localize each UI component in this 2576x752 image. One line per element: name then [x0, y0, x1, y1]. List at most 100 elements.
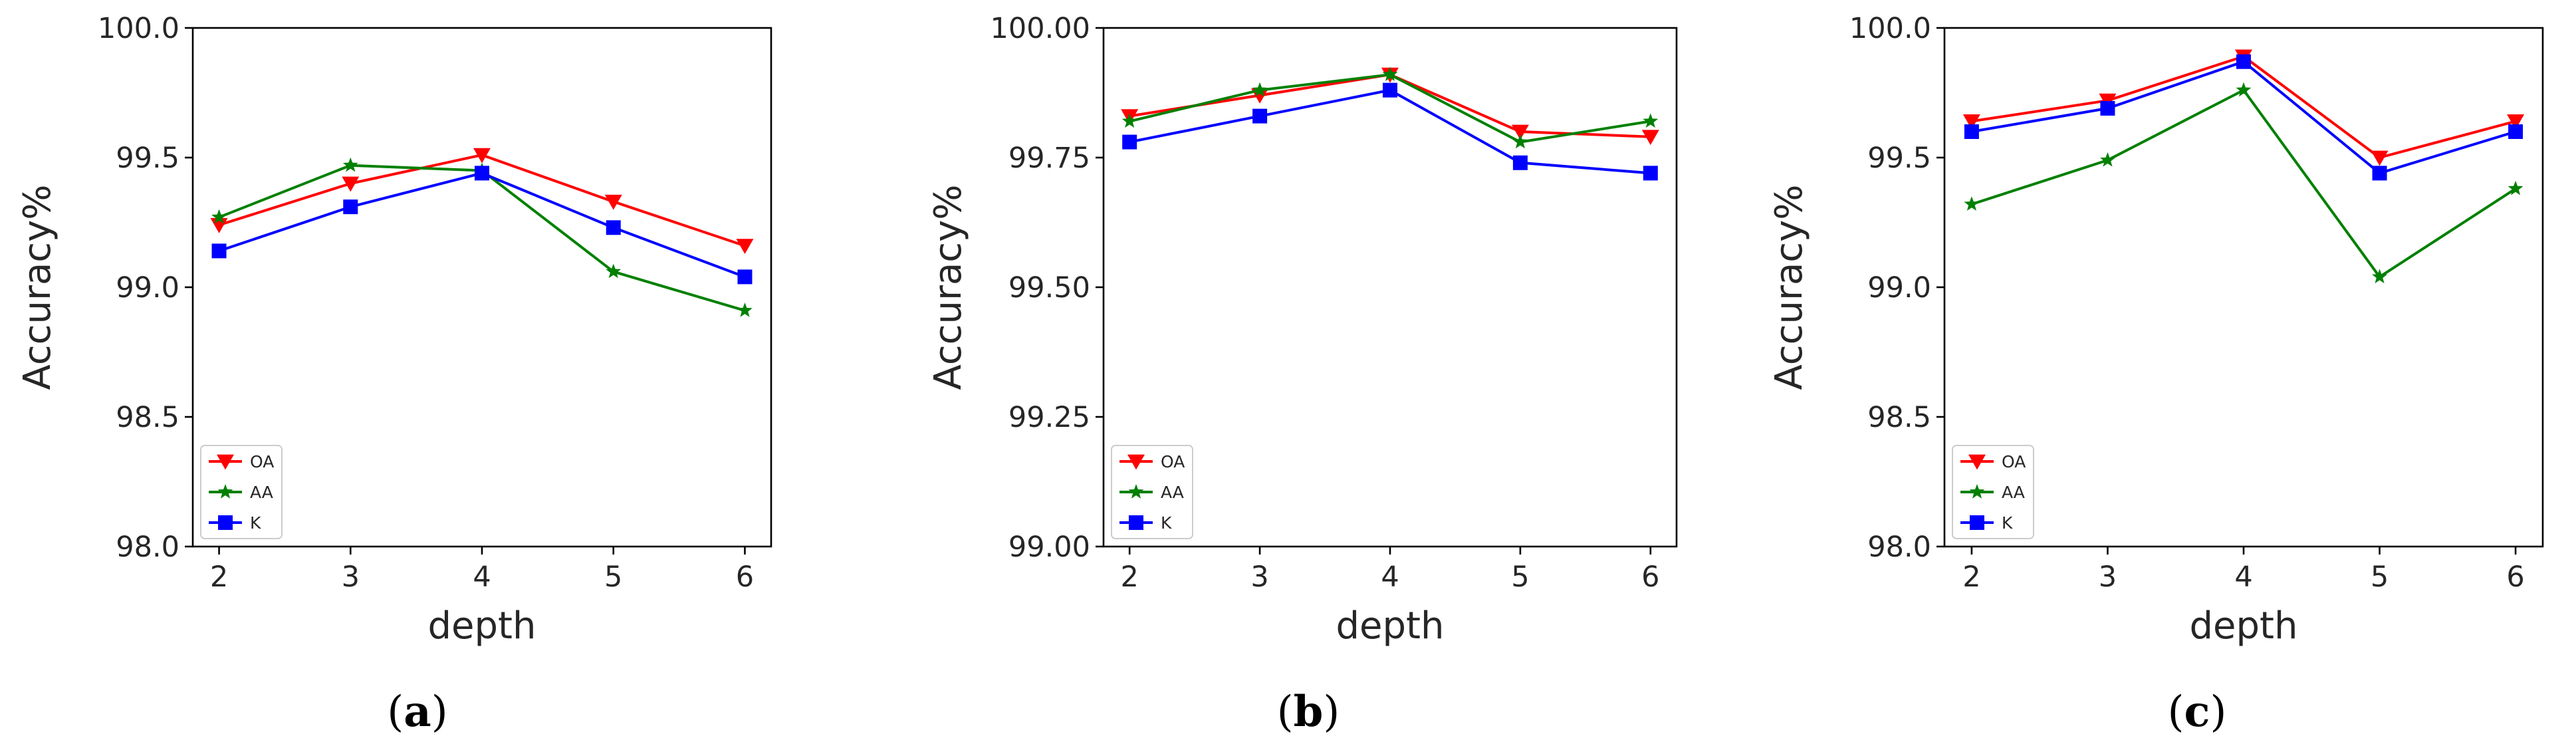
legend: OA AA K — [200, 445, 283, 539]
series-k-point — [2236, 54, 2251, 69]
legend-label: K — [1161, 513, 1172, 533]
x-tick-label: 5 — [1511, 561, 1529, 594]
y-tick-label: 99.5 — [116, 142, 179, 175]
series-k-point — [475, 166, 489, 181]
legend-label: AA — [2002, 483, 2025, 502]
x-tick-label: 3 — [1250, 561, 1268, 594]
x-tick-label: 5 — [604, 561, 622, 594]
series-aa-point — [2236, 82, 2252, 97]
legend-label: OA — [250, 452, 274, 471]
legend-marker — [1128, 484, 1144, 499]
series-aa-point — [342, 157, 358, 172]
series-aa — [211, 157, 753, 317]
series-aa-point — [606, 263, 622, 279]
panel-caption-letter: c — [2184, 687, 2210, 737]
y-tick-label: 98.0 — [116, 531, 179, 564]
series-oa-point — [473, 148, 491, 164]
series-k-point — [2508, 124, 2523, 139]
y-axis-title: Accuracy% — [1768, 185, 1811, 390]
y-tick-label: 99.5 — [1867, 142, 1931, 175]
y-tick-label: 99.50 — [1008, 271, 1090, 305]
series-oa-point — [1962, 114, 1980, 130]
series-oa-point — [736, 239, 754, 254]
panel-caption-letter: a — [404, 687, 431, 737]
panel-caption: (b) — [1277, 687, 1340, 737]
x-tick-label: 6 — [736, 561, 754, 594]
series-aa-point — [2372, 269, 2387, 284]
y-axis-title: Accuracy% — [16, 185, 59, 390]
series-aa-point — [1121, 113, 1137, 128]
legend-marker — [1968, 454, 1986, 470]
series-oa-point — [604, 194, 622, 210]
legend-marker — [217, 484, 233, 499]
series-k-line — [218, 172, 746, 279]
series-k-line — [1971, 60, 2516, 175]
y-tick-label: 98.0 — [1867, 531, 1931, 564]
panel-caption: (a) — [387, 687, 447, 737]
series-k — [1122, 82, 1658, 181]
series-aa-point — [737, 303, 753, 317]
series-aa-point — [1512, 134, 1528, 149]
legend-label: K — [250, 513, 261, 533]
series-k — [211, 166, 753, 285]
x-tick-label: 3 — [342, 561, 360, 594]
x-tick-label: 4 — [1381, 561, 1399, 594]
y-tick-label: 99.00 — [1008, 531, 1090, 564]
series-k-point — [343, 199, 358, 215]
series-k-point — [1122, 134, 1137, 150]
panel-c: 2 3 4 5 6 98.0 98.5 99.0 99.5 100.0 depth Accuracy%… — [1768, 12, 2544, 737]
y-tick-label: 100.0 — [98, 12, 179, 45]
legend-marker — [1127, 454, 1145, 470]
legend-label: OA — [2002, 452, 2026, 471]
x-axis-title: depth — [1336, 604, 1445, 648]
series-k-point — [1643, 166, 1658, 181]
x-axis-title: depth — [428, 604, 536, 648]
x-tick-label: 2 — [210, 561, 228, 594]
series-oa — [210, 148, 754, 254]
series-aa-point — [211, 209, 227, 224]
series-aa-point — [1382, 66, 1398, 81]
y-tick-label: 99.0 — [116, 271, 179, 305]
panel-a: 2 3 4 5 6 98.0 98.5 99.0 99.5 100.0 depth Accuracy%… — [16, 12, 772, 737]
series-oa-point — [1641, 130, 1659, 146]
x-tick-label: 4 — [473, 561, 491, 594]
series-aa-point — [1643, 113, 1659, 128]
y-tick-label: 100.0 — [1849, 12, 1931, 45]
x-tick-label: 5 — [2371, 561, 2389, 594]
y-tick-label: 98.5 — [1867, 401, 1931, 434]
series-aa-point — [1252, 82, 1268, 97]
x-tick-label: 4 — [2234, 561, 2252, 594]
series-oa-point — [210, 218, 228, 233]
x-tick-label: 2 — [1962, 561, 1980, 594]
series-oa-point — [342, 176, 360, 192]
y-tick-label: 99.25 — [1008, 401, 1090, 434]
series-oa-point — [2507, 114, 2525, 130]
series-k-point — [2100, 100, 2115, 116]
legend: OA AA K — [1952, 445, 2034, 539]
y-tick-label: 99.0 — [1867, 271, 1931, 305]
series-k-point — [737, 269, 753, 285]
panel-caption-letter: b — [1294, 687, 1324, 737]
x-tick-label: 3 — [2099, 561, 2117, 594]
series-k-point — [1964, 124, 1979, 139]
series-oa-point — [2371, 150, 2389, 166]
legend-marker — [1969, 484, 1985, 499]
series-oa-line — [1971, 55, 2516, 159]
x-tick-label: 2 — [1121, 561, 1139, 594]
x-tick-label: 6 — [2506, 561, 2524, 594]
series-aa-point — [2508, 180, 2523, 195]
x-tick-label: 6 — [1641, 561, 1659, 594]
legend-label: AA — [1161, 483, 1184, 502]
series-k-point — [2372, 166, 2387, 181]
series-k-point — [1512, 155, 1528, 170]
series-aa — [1964, 82, 2523, 284]
y-tick-label: 100.00 — [991, 12, 1090, 45]
series-k-point — [211, 243, 227, 259]
series-aa-point — [1964, 196, 1980, 211]
legend: OA AA K — [1111, 445, 1193, 539]
x-axis-title: depth — [2190, 604, 2298, 648]
legend-marker — [1129, 515, 1143, 530]
series-aa-line — [218, 164, 746, 313]
panel-b: 2 3 4 5 6 99.00 99.25 99.50 99.75 100.00 depth Accu… — [927, 12, 1678, 737]
